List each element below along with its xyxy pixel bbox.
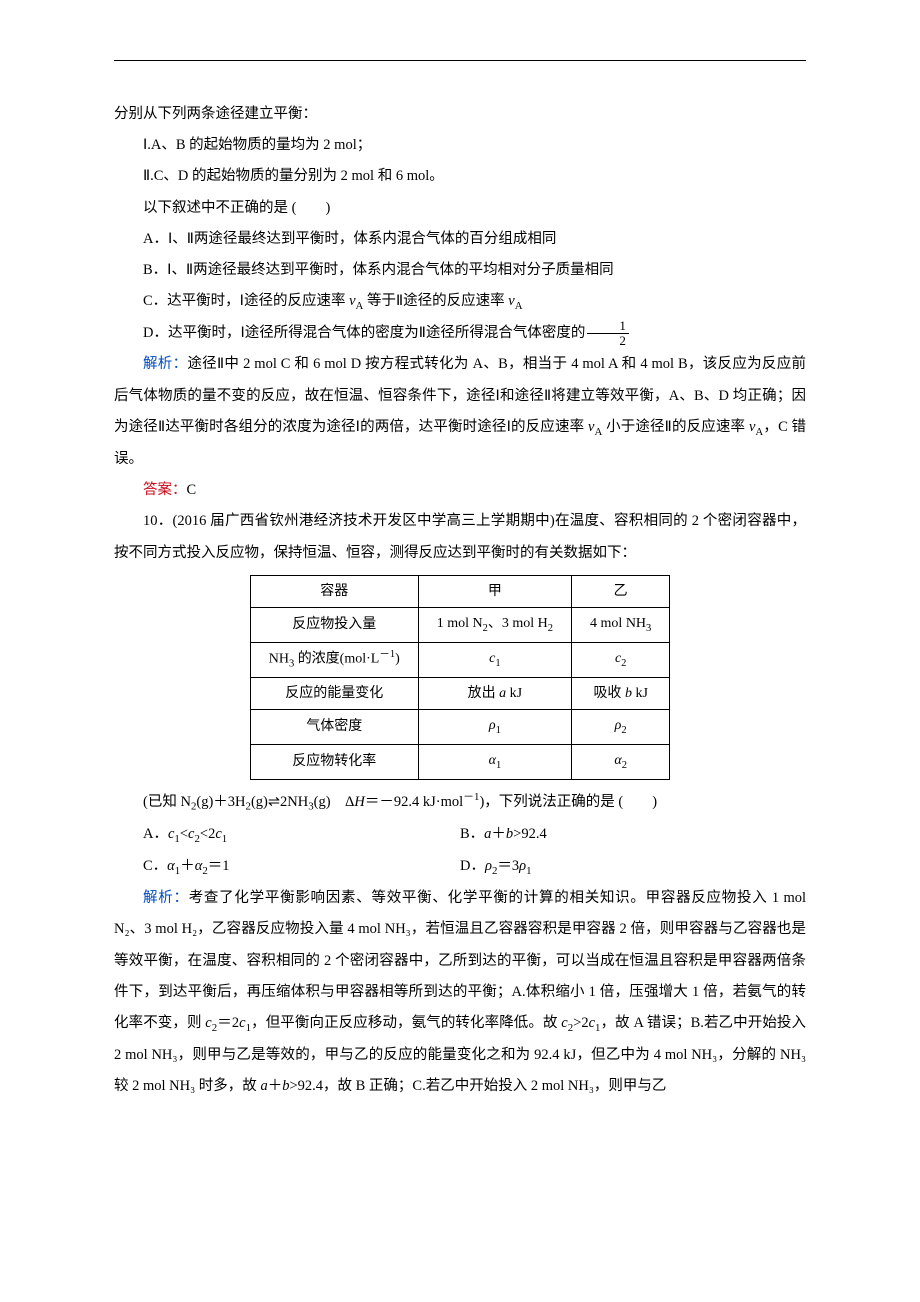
equilibrium-table: 容器 甲 乙 反应物投入量 1 mol N2、3 mol H2 4 mol NH… [250,575,671,780]
option-a: A．c1<c2<2c1 [114,819,460,851]
var-a: a [499,686,506,701]
var-alpha: α [614,753,621,768]
document-page: 分别从下列两条途径建立平衡： Ⅰ.A、B 的起始物质的量均为 2 mol； Ⅱ.… [0,0,920,1142]
table-row: 反应物投入量 1 mol N2、3 mol H2 4 mol NH3 [250,607,670,642]
opt-a-pre: A． [143,826,168,842]
para-route-1: Ⅰ.A、B 的起始物质的量均为 2 mol； [114,130,806,161]
analysis-label: 解析： [143,356,187,372]
a2a: 考查了化学平衡影响因素、等效平衡、化学平衡的计算的相关知识。甲容器反应物投入 1… [114,890,806,1031]
fraction-num: 1 [587,319,629,334]
analysis-1: 解析：途径Ⅱ中 2 mol C 和 6 mol D 按方程式转化为 A、B，相当… [114,349,806,475]
gm1: (g)＋3H [196,793,245,809]
table-row: NH3 的浓度(mol·L－1) c1 c2 [250,642,670,677]
question-10-stem: 10．(2016 届广西省钦州港经济技术开发区中学高三上学期期中)在温度、容积相… [114,506,806,568]
var-rho: ρ [489,718,496,733]
option-d: D．达平衡时，Ⅰ途径所得混合气体的密度为Ⅱ途径所得混合气体密度的12 [114,318,806,349]
eq3d: >92.4 [289,1078,323,1094]
cell-value: c1 [418,642,571,677]
header-rule [114,60,806,61]
cell-value: 吸收 b kJ [572,677,670,709]
var-alpha: α [167,858,175,874]
opt-d-pre: D． [460,858,485,874]
cell-value: ρ2 [572,710,670,745]
option-c-mid: 等于Ⅱ途径的反应速率 [363,293,508,309]
eq1b: ＝2 [217,1015,239,1031]
given-pre: (已知 N [143,793,191,809]
th-yi: 乙 [572,575,670,607]
analysis-text-b: 小于途径Ⅱ的反应速率 [602,419,749,435]
table-row: 容器 甲 乙 [250,575,670,607]
option-b: B．Ⅰ、Ⅱ两途径最终达到平衡时，体系内混合气体的平均相对分子质量相同 [114,255,806,286]
cell-label: 气体密度 [250,710,418,745]
cell-value: α2 [572,744,670,779]
fraction-den: 2 [587,334,629,348]
cell-label: 反应物投入量 [250,607,418,642]
option-c-pre: C．达平衡时，Ⅰ途径的反应速率 [143,293,349,309]
table-row: 反应的能量变化 放出 a kJ 吸收 b kJ [250,677,670,709]
gm3: (g) Δ [314,793,355,809]
given-equation: (已知 N2(g)＋3H2(g)⇌2NH3(g) ΔH＝－92.4 kJ·mol… [114,786,806,819]
analysis-label: 解析： [143,890,189,906]
option-c: C．α1＋α2＝1 [114,851,460,883]
analysis-2: 解析：考查了化学平衡影响因素、等效平衡、化学平衡的计算的相关知识。甲容器反应物投… [114,883,806,1102]
a2d: ，故 B 正确；C.若乙中开始投入 2 mol NH₃，则甲与乙 [323,1078,666,1094]
var-H: H [354,793,364,809]
var-b: b [506,826,513,842]
table-row: 反应物转化率 α1 α2 [250,744,670,779]
options-row-2: C．α1＋α2＝1 D．ρ2＝3ρ1 [114,851,806,883]
option-a: A．Ⅰ、Ⅱ两途径最终达到平衡时，体系内混合气体的百分组成相同 [114,224,806,255]
cell-value: 4 mol NH3 [572,607,670,642]
th-container: 容器 [250,575,418,607]
cell-label: NH3 的浓度(mol·L－1) [250,642,418,677]
para-route-2: Ⅱ.C、D 的起始物质的量分别为 2 mol 和 6 mol。 [114,161,806,192]
cell-value: 放出 a kJ [418,677,571,709]
var-a: a [484,826,491,842]
th-jia: 甲 [418,575,571,607]
opt-c-pre: C． [143,858,167,874]
fraction-half: 12 [587,319,629,349]
table-row: 气体密度 ρ1 ρ2 [250,710,670,745]
cell-label: 反应物转化率 [250,744,418,779]
option-d-pre: D．达平衡时，Ⅰ途径所得混合气体的密度为Ⅱ途径所得混合气体密度的 [143,325,585,341]
a2b: ，但平衡向正反应移动，氨气的转化率降低。故 [251,1015,561,1031]
option-b: B．a＋b>92.4 [460,819,806,851]
options-row-1: A．c1<c2<2c1 B．a＋b>92.4 [114,819,806,851]
para-question-stem: 以下叙述中不正确的是 ( ) [114,193,806,224]
var-rho: ρ [485,858,492,874]
answer-1: 答案：C [114,475,806,506]
eq3b: ＋ [268,1078,283,1094]
eq2: >2 [573,1015,588,1031]
gpost: )，下列说法正确的是 ( ) [479,793,657,809]
cell-value: c2 [572,642,670,677]
cell-label: 反应的能量变化 [250,677,418,709]
option-d: D．ρ2＝3ρ1 [460,851,806,883]
opt-b-pre: B． [460,826,484,842]
var-b: b [625,686,632,701]
gm2: (g)⇌2NH [251,793,308,809]
sub-a: A [515,300,523,312]
var-a: a [260,1078,267,1094]
para-intro: 分别从下列两条途径建立平衡： [114,99,806,130]
cell-value: ρ1 [418,710,571,745]
option-c: C．达平衡时，Ⅰ途径的反应速率 vA 等于Ⅱ途径的反应速率 vA [114,286,806,318]
answer-value: C [187,482,197,498]
cell-value: 1 mol N2、3 mol H2 [418,607,571,642]
cell-value: α1 [418,744,571,779]
var-alpha: α [489,753,496,768]
gm4: ＝－92.4 kJ·mol [365,793,463,809]
answer-label: 答案： [143,482,187,498]
